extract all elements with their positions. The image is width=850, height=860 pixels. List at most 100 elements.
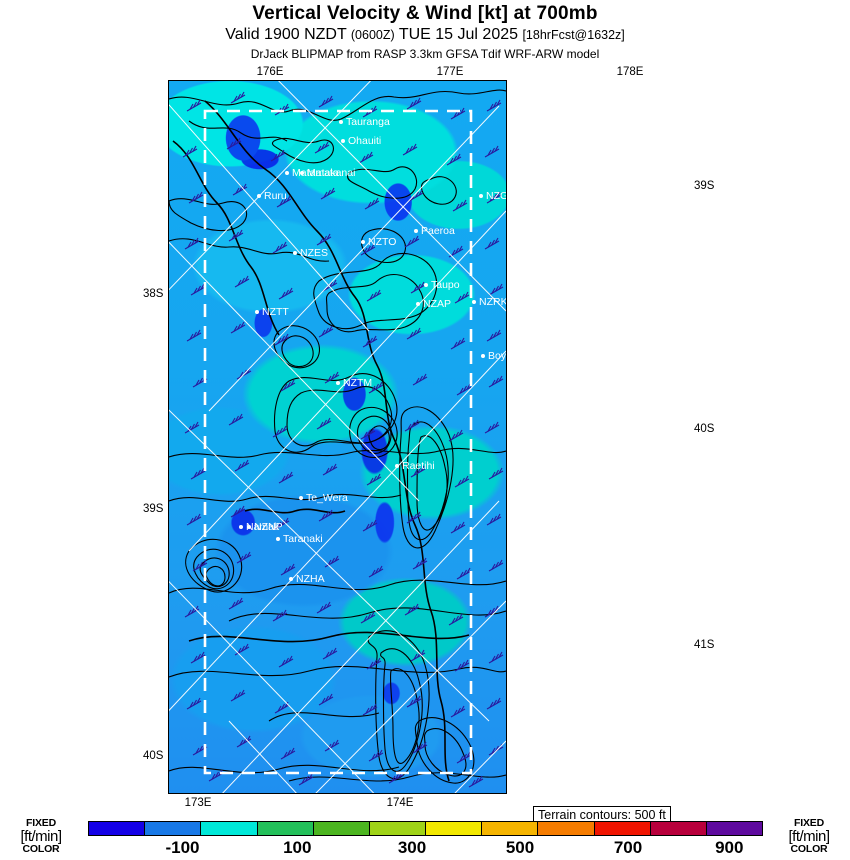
colorbar-row: FIXED [ft/min] COLOR -100 100 300 500 700 900… — [0, 818, 850, 860]
place-marker-dot — [416, 301, 420, 306]
valid-time-zulu: (0600Z) — [350, 28, 395, 42]
graticule-lines — [169, 81, 506, 793]
colorbar-left-units: [ft/min] — [20, 827, 62, 845]
place-marker-dot — [299, 495, 303, 500]
place-label-nzap: NZAP — [416, 299, 451, 309]
place-marker-dot — [472, 299, 476, 304]
place-name-text: Ruru — [264, 190, 287, 203]
place-label-ruru: Ruru — [257, 191, 287, 201]
place-name-text: Paeroa — [421, 225, 455, 238]
place-label-raetihi: Raetihi — [395, 461, 435, 471]
place-name-text: NZAP — [423, 298, 452, 311]
terrain-contour-note: Terrain contours: 500 ft — [533, 806, 671, 824]
place-marker-dot — [424, 282, 428, 287]
place-label-nzrk: NZRK — [472, 296, 507, 309]
colorbar-gradient[interactable] — [88, 821, 763, 836]
colorbar-segment-7 — [482, 822, 539, 835]
model-source-line: DrJack BLIPMAP from RASP 3.3km GFSA Tdif… — [250, 47, 600, 61]
valid-time-line: Valid 1900 NZDT (0600Z) TUE 15 Jul 2025 … — [0, 25, 850, 45]
place-label-namak: Namak — [239, 522, 279, 532]
place-label-nztt: NZTT — [255, 307, 289, 317]
place-marker-dot — [339, 119, 343, 124]
colorbar-left-fixed-text: FIXED — [26, 817, 56, 829]
place-label-nzto: NZTO — [361, 237, 396, 247]
colorbar-left-color-text: COLOR — [22, 842, 60, 855]
colorbar-right-fixed-text: FIXED — [794, 817, 824, 829]
colorbar-tick-300: 300 — [397, 838, 427, 857]
lat-label-right-41S: 41S — [694, 639, 715, 651]
colorbar-segment-6 — [426, 822, 483, 835]
place-marker-dot — [239, 524, 243, 529]
colorbar-left-legend: FIXED [ft/min] COLOR — [2, 818, 80, 858]
place-marker-dot — [289, 576, 293, 581]
place-name-text: Boyd — [488, 350, 507, 363]
place-name-text: NZTO — [368, 236, 397, 249]
place-marker-dot — [336, 380, 340, 385]
colorbar-segment-1 — [145, 822, 202, 835]
place-marker-dot — [481, 353, 485, 358]
place-name-text: NZES — [300, 247, 329, 260]
place-name-text: Namak — [246, 521, 280, 534]
place-label-nzes: NZES — [293, 248, 328, 258]
place-name-text: NZGA — [486, 190, 506, 203]
colorbar-tick-neg100: -100 — [165, 838, 200, 857]
colorbar-right-units: [ft/min] — [788, 827, 830, 845]
place-label-matakanai: Matakanai — [300, 168, 355, 178]
place-marker-dot — [257, 193, 261, 198]
place-name-text: Taranaki — [283, 533, 323, 546]
place-name-text: NZNP — [254, 521, 283, 534]
place-label-taranaki: Taranaki — [276, 534, 323, 544]
colorbar-segment-8 — [538, 822, 595, 835]
place-label-boyd: Boyd — [481, 350, 507, 363]
lon-label-top-176E: 176E — [256, 66, 284, 78]
colorbar-segment-9 — [594, 822, 651, 835]
place-marker-dot — [361, 239, 365, 244]
colorbar-right-legend: FIXED [ft/min] COLOR — [770, 818, 848, 858]
place-name-text: Matakanai — [307, 167, 356, 180]
colorbar-tick-labels: -100 100 300 500 700 900 — [88, 838, 763, 858]
page-title: Vertical Velocity & Wind [kt] at 700mb — [252, 3, 598, 24]
place-marker-dot — [414, 228, 418, 233]
place-name-text: Tauranga — [346, 116, 390, 129]
place-label-tauranga: Tauranga — [339, 117, 390, 127]
valid-time-prefix: Valid 1900 NZDT — [225, 26, 351, 43]
colorbar-segment-2 — [201, 822, 258, 835]
place-name-text: NZTT — [262, 306, 289, 319]
lat-label-right-40S: 40S — [694, 423, 715, 435]
colorbar-segment-3 — [257, 822, 314, 835]
place-label-nznp: NZNP — [247, 522, 283, 532]
place-label-nztm: NZTM — [336, 378, 372, 388]
place-label-te-wera: Te_Wera — [299, 493, 348, 503]
colorbar-right-color-text: COLOR — [790, 842, 828, 855]
domain-boundary-box — [203, 109, 473, 775]
place-label-paeroa: Paeroa — [414, 226, 455, 236]
place-name-text: Raetihi — [402, 460, 435, 473]
place-label-ohauiti: Ohauiti — [341, 136, 381, 146]
place-marker-dot — [479, 193, 483, 198]
place-name-text: Taupo — [431, 279, 460, 292]
place-name-text: NZRK — [479, 296, 507, 309]
place-label-matamata: Matamata — [285, 168, 339, 178]
lat-label-left-39S: 39S — [143, 503, 164, 515]
lat-label-left-38S: 38S — [143, 288, 164, 300]
place-marker-dot — [255, 309, 259, 314]
place-marker-dot — [395, 463, 399, 468]
lon-label-top-177E: 177E — [436, 66, 464, 78]
place-name-text: Ohauiti — [348, 135, 382, 148]
lon-label-bottom-173E: 173E — [184, 797, 212, 809]
place-marker-dot — [293, 250, 297, 255]
colorbar-tick-100: 100 — [283, 838, 312, 857]
place-name-text: Te_Wera — [306, 492, 348, 505]
colorbar-segment-5 — [369, 822, 427, 835]
place-marker-dot — [247, 524, 251, 529]
place-label-nzga: NZGA — [479, 190, 506, 203]
colorbar-tick-500: 500 — [505, 838, 535, 857]
place-label-nzha: NZHA — [289, 574, 325, 584]
place-name-text: NZHA — [296, 573, 325, 586]
lon-label-bottom-174E: 174E — [386, 797, 414, 809]
place-marker-dot — [276, 536, 280, 541]
colorbar-tick-700: 700 — [613, 838, 643, 857]
place-name-text: NZTM — [343, 377, 373, 390]
colorbar-segment-11 — [706, 822, 763, 835]
